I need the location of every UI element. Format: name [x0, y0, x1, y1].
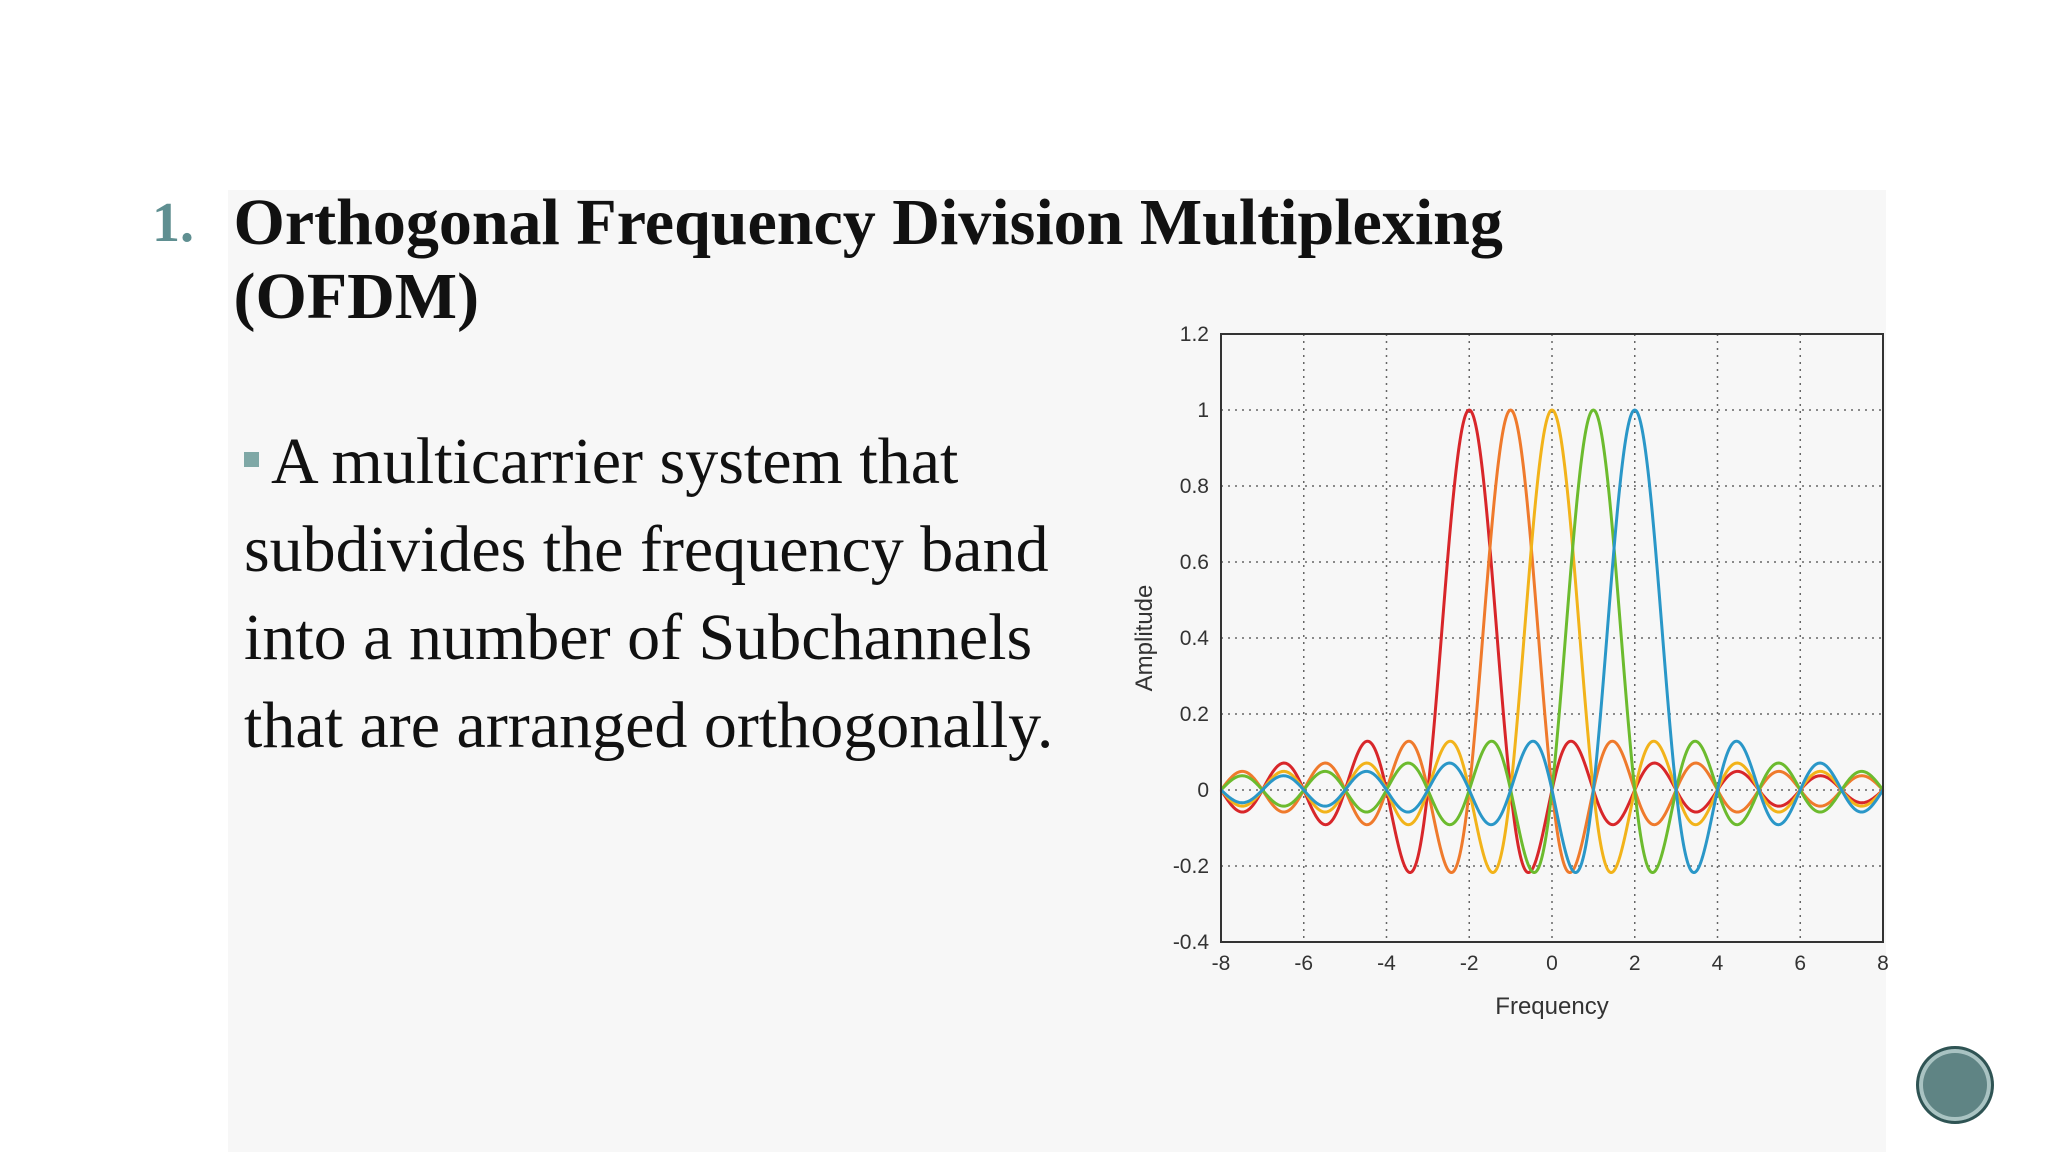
logo-icon: [1916, 1046, 1994, 1124]
y-tick-label: 0: [1197, 779, 1209, 802]
bullet-text: A multicarrier system that subdivides th…: [244, 425, 1054, 762]
y-tick-label: 1: [1197, 399, 1209, 422]
x-tick-label: -2: [1460, 952, 1479, 975]
heading-number: 1.: [152, 192, 194, 254]
bullet-square-icon: [244, 452, 259, 468]
x-tick-label: -6: [1294, 952, 1313, 975]
tick-labels: -8 -6 -4 -2 0 2 4 6 8 -0.4 -0.2 0 0.2 0.4 0.6 0.8 1 1.2: [1173, 323, 1889, 975]
x-tick-label: 0: [1546, 952, 1558, 975]
slide-heading: 1. Orthogonal Frequency Division Multipl…: [152, 186, 1652, 334]
subcarrier-curve-4: [1219, 408, 1885, 875]
slide-title: Orthogonal Frequency Division Multiplexi…: [233, 186, 1503, 333]
chart-series: [1219, 408, 1885, 875]
y-tick-label: 0.2: [1180, 703, 1209, 726]
x-tick-label: 6: [1794, 952, 1806, 975]
y-axis-label: Amplitude: [1131, 585, 1158, 692]
x-tick-label: -4: [1377, 952, 1396, 975]
x-tick-label: 8: [1877, 952, 1889, 975]
slide-background-panel: [228, 190, 1886, 1152]
y-tick-label: 0.8: [1180, 475, 1209, 498]
x-axis-label: Frequency: [1495, 993, 1608, 1020]
y-tick-label: 0.4: [1180, 627, 1210, 650]
subcarrier-curve-5: [1219, 408, 1885, 875]
x-tick-label: 4: [1712, 952, 1724, 975]
subcarrier-curve-3: [1219, 408, 1885, 875]
ofdm-chart: -8 -6 -4 -2 0 2 4 6 8 -0.4 -0.2 0 0.2 0.4 0.6 0.8 1 1.2 F…: [1131, 323, 1889, 1020]
y-tick-label: -0.2: [1173, 855, 1209, 878]
plot-frame: [1220, 333, 1884, 943]
y-tick-label: -0.4: [1173, 931, 1210, 954]
x-tick-label: 2: [1629, 952, 1641, 975]
y-tick-label: 1.2: [1180, 323, 1209, 346]
x-tick-label: -8: [1212, 952, 1231, 975]
chart-grid: [1220, 333, 1884, 943]
bullet-item: A multicarrier system that subdivides th…: [244, 418, 1104, 770]
y-tick-label: 0.6: [1180, 551, 1209, 574]
